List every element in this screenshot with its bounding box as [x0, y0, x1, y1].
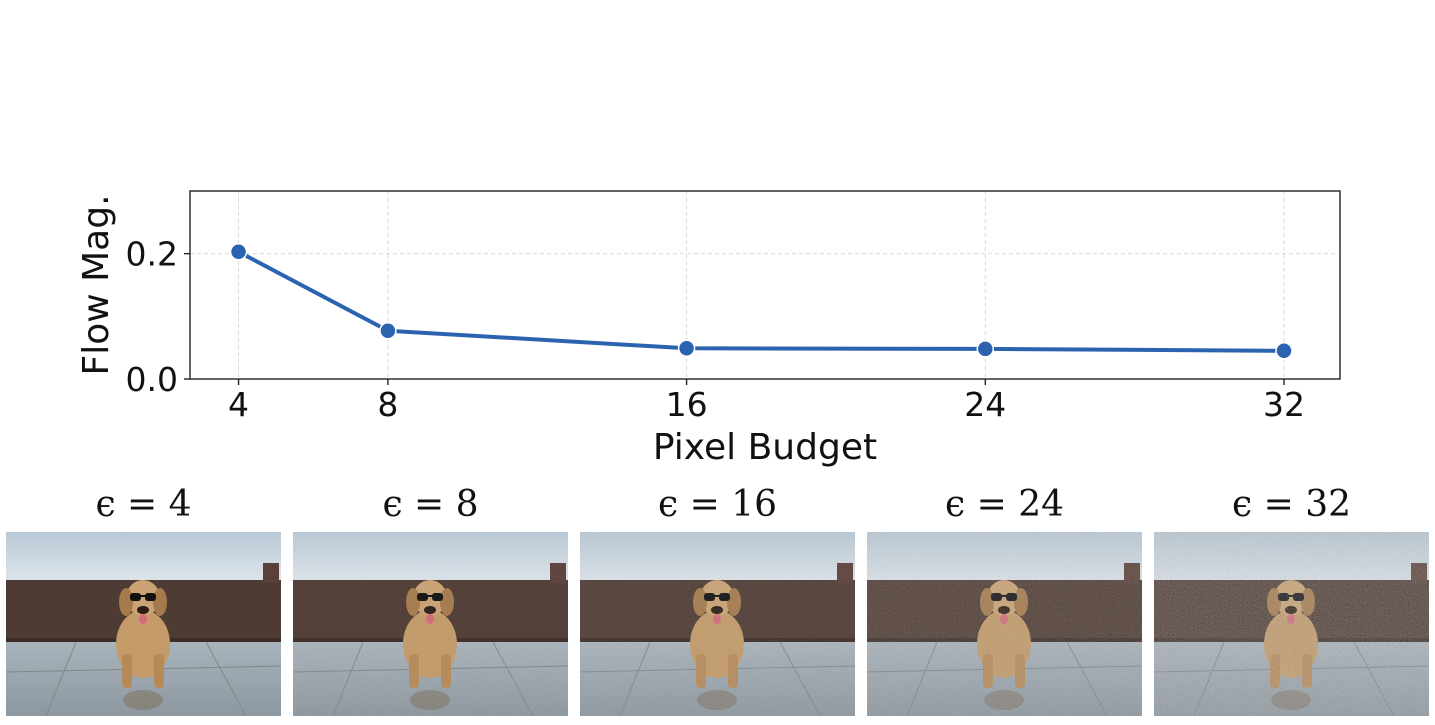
series-layer: [229, 243, 1293, 360]
x-tick-label: 8: [377, 385, 398, 424]
data-point: [379, 321, 397, 340]
dog: [116, 580, 170, 688]
axis-ticks: 4 8 16 24 32 0.0 0.2: [126, 235, 1305, 424]
perturbation-noise: [580, 532, 855, 716]
reflection: [123, 690, 163, 710]
epsilon-caption: ϵ = 32: [1231, 484, 1352, 525]
perturbation-noise: [293, 532, 568, 716]
data-point: [677, 339, 696, 358]
epsilon-caption: ϵ = 4: [95, 484, 192, 525]
plot-frame: [189, 190, 1341, 380]
data-point: [976, 340, 995, 358]
wall-post: [263, 563, 279, 583]
grid-lines: [190, 191, 1340, 379]
dog-frame: [867, 532, 1142, 716]
perturbation-noise: [867, 532, 1142, 716]
epsilon-caption: ϵ = 16: [657, 484, 778, 525]
epsilon-caption: ϵ = 24: [944, 484, 1065, 525]
x-tick-label: 24: [964, 385, 1006, 424]
data-point: [1275, 342, 1293, 360]
series-line: [237, 250, 1285, 353]
dog-frame: [1154, 532, 1429, 716]
x-tick-label: 4: [228, 385, 249, 424]
y-axis-label: Flow Mag.: [76, 194, 117, 375]
y-tick-label: 0.0: [126, 360, 178, 399]
perturbation-noise: [1154, 532, 1429, 716]
flow-magnitude-chart: 4 8 16 24 32 0.0 0.2 Pixel Budget Flow Mag.: [76, 190, 1341, 468]
epsilon-caption: ϵ = 8: [382, 484, 479, 525]
y-tick-label: 0.2: [126, 235, 178, 274]
dog-frame: [580, 532, 855, 716]
data-point: [229, 243, 248, 261]
dog-frame: [293, 532, 568, 716]
sky: [6, 532, 281, 584]
x-tick-label: 32: [1263, 385, 1305, 424]
dog-frame: [6, 532, 281, 716]
x-tick-label: 16: [666, 385, 708, 424]
x-axis-label: Pixel Budget: [653, 427, 877, 468]
